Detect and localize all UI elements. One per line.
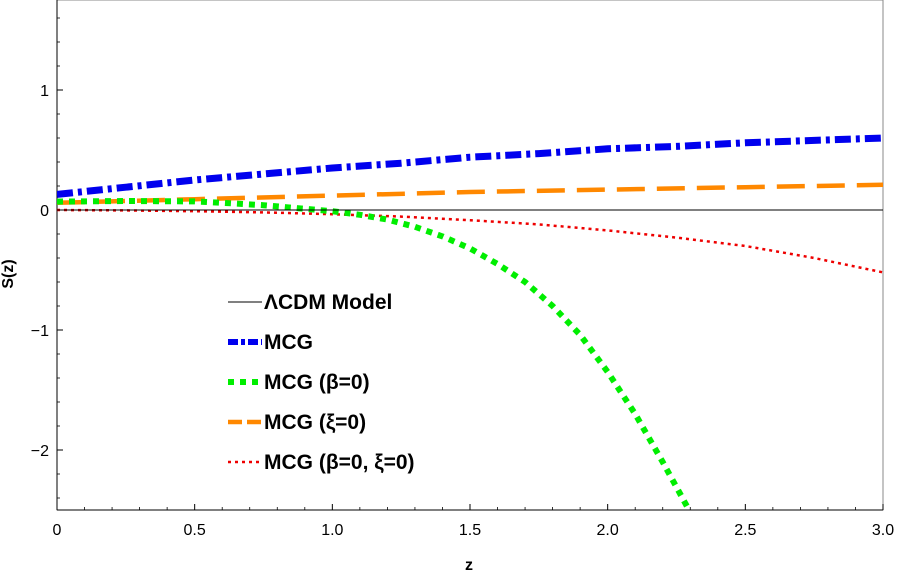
series-layer — [57, 134, 883, 510]
tick-labels: 0 0.5 1.0 1.5 2.0 2.5 3.0 1 0 −1 −2 — [31, 83, 894, 539]
series-line-2 — [57, 198, 693, 510]
series-line-4 — [57, 208, 883, 274]
x-tick-label: 1.5 — [459, 522, 481, 539]
legend-label: MCG (ξ=0) — [264, 411, 366, 434]
x-axis-title: z — [465, 557, 473, 573]
x-tick-label: 1.0 — [321, 522, 343, 539]
y-tick-label: 0 — [40, 203, 49, 220]
x-tick-label: 0.5 — [184, 522, 206, 539]
plot-frame — [56, 0, 884, 511]
y-axis-title: S(z) — [0, 259, 17, 288]
series-line-1 — [57, 134, 883, 198]
legend-label: MCG (β=0, ξ=0) — [264, 451, 415, 474]
x-tick-label: 3.0 — [872, 522, 894, 539]
legend-label: ΛCDM Model — [264, 291, 392, 314]
x-tick-label: 2.5 — [734, 522, 756, 539]
y-tick-label: −1 — [31, 323, 49, 340]
x-tick-label: 0 — [53, 522, 62, 539]
y-tick-label: −2 — [31, 443, 49, 460]
y-tick-label: 1 — [40, 83, 49, 100]
legend-label: MCG (β=0) — [264, 371, 370, 394]
plot-border — [56, 0, 884, 511]
x-tick-label: 2.0 — [597, 522, 619, 539]
axis-ticks — [56, 17, 884, 510]
legend: ΛCDM Model MCG MCG (β=0) MCG (ξ=0) MCG (β=0,… — [228, 291, 415, 474]
legend-label: MCG — [264, 331, 313, 354]
